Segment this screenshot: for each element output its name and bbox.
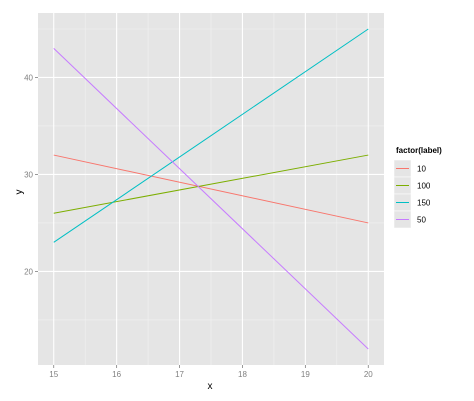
x-tick-label: 18 xyxy=(238,370,247,379)
series-line-50 xyxy=(53,48,369,350)
x-tick-label: 20 xyxy=(364,370,373,379)
x-tick-label: 15 xyxy=(49,370,58,379)
series-line-150 xyxy=(53,28,369,243)
legend-label-10: 10 xyxy=(417,165,426,174)
legend-title: factor(label) xyxy=(396,146,442,155)
legend-label-100: 100 xyxy=(417,182,431,191)
legend-label-50: 50 xyxy=(417,216,426,225)
grid-lines xyxy=(38,13,384,365)
x-tick-label: 19 xyxy=(301,370,310,379)
y-axis-title: y xyxy=(14,190,25,195)
series-line-100 xyxy=(53,154,369,214)
series-lines xyxy=(53,28,369,350)
x-tick-label: 17 xyxy=(175,370,184,379)
x-axis-title: x xyxy=(208,381,213,392)
y-tick-label: 40 xyxy=(24,73,33,82)
legend-label-150: 150 xyxy=(417,199,431,208)
x-tick-label: 16 xyxy=(112,370,121,379)
legend: factor(label) 10 100 150 50 xyxy=(393,146,442,229)
y-tick-label: 20 xyxy=(24,267,33,276)
y-tick-label: 30 xyxy=(24,170,33,179)
axis-ticks: 15 16 17 18 19 20 20 30 40 xyxy=(24,73,373,379)
series-line-10 xyxy=(53,154,369,224)
